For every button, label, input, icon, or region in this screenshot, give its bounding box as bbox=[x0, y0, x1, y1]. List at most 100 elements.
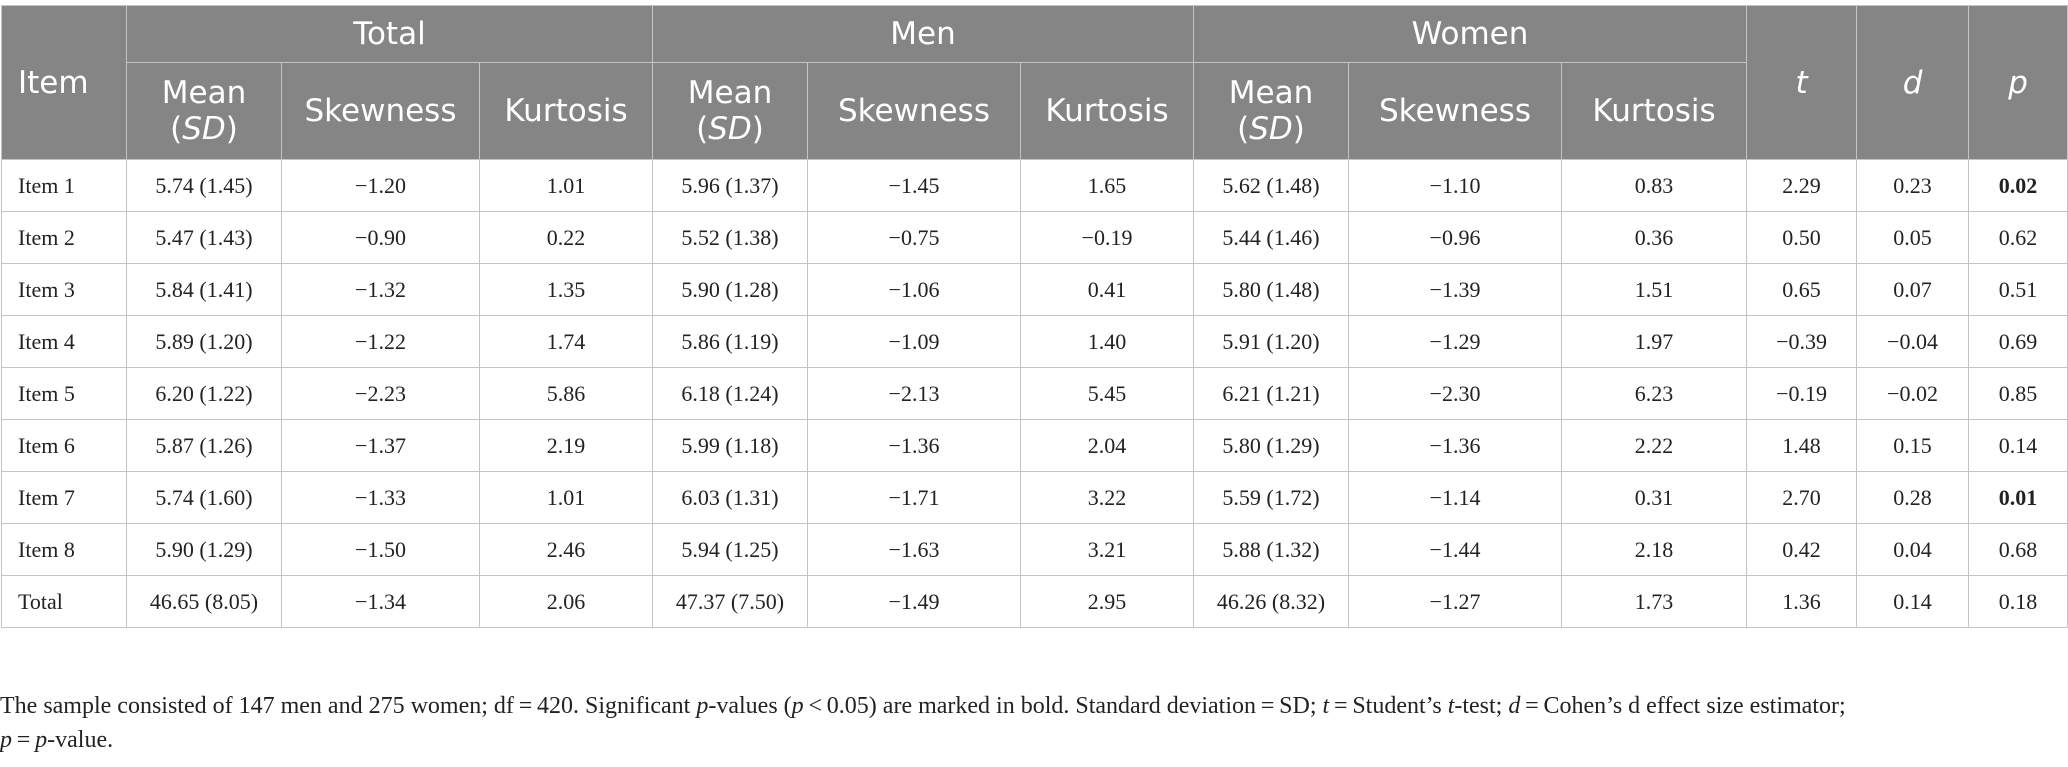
cell-total-mean: 5.74 (1.45) bbox=[126, 159, 282, 212]
cell-men-skew: −1.45 bbox=[807, 159, 1021, 212]
cell-women-kurt: 0.83 bbox=[1560, 159, 1748, 212]
cell-d: 0.23 bbox=[1856, 159, 1970, 212]
cell-women-mean: 5.44 (1.46) bbox=[1193, 211, 1349, 264]
cell-d: 0.04 bbox=[1856, 523, 1970, 576]
cell-men-kurt: 0.41 bbox=[1020, 263, 1194, 316]
cell-men-mean: 47.37 (7.50) bbox=[652, 575, 808, 628]
cell-d: 0.05 bbox=[1856, 211, 1970, 264]
cell-women-skew: −1.14 bbox=[1348, 471, 1562, 524]
sd-label: (SD) bbox=[696, 111, 764, 147]
cell-d: 0.14 bbox=[1856, 575, 1970, 628]
mean-label: Mean bbox=[687, 75, 773, 111]
cell-total-mean: 5.90 (1.29) bbox=[126, 523, 282, 576]
cell-t: −0.39 bbox=[1746, 315, 1858, 368]
cell-t: −0.19 bbox=[1746, 367, 1858, 420]
cell-d: −0.04 bbox=[1856, 315, 1970, 368]
header-group-women: Women bbox=[1192, 5, 1748, 63]
cell-t: 0.42 bbox=[1746, 523, 1858, 576]
cell-men-kurt: 2.95 bbox=[1020, 575, 1194, 628]
cell-p: 0.85 bbox=[1968, 367, 2068, 420]
cell-p: 0.62 bbox=[1968, 211, 2068, 264]
cell-women-mean: 5.80 (1.48) bbox=[1193, 263, 1349, 316]
cell-men-mean: 5.86 (1.19) bbox=[652, 315, 808, 368]
cell-women-kurt: 6.23 bbox=[1560, 367, 1748, 420]
cell-total-skew: −1.50 bbox=[281, 523, 480, 576]
table-row: Item 4 5.89 (1.20) −1.22 1.74 5.86 (1.19) −1.… bbox=[1, 315, 2068, 368]
cell-men-skew: −1.49 bbox=[807, 575, 1021, 628]
cell-men-skew: −1.09 bbox=[807, 315, 1021, 368]
cell-women-kurt: 1.73 bbox=[1560, 575, 1748, 628]
descriptive-statistics-table: Item Total Men Women t d p Mean (SD) Skew… bbox=[1, 5, 2068, 628]
table-row: Item 5 6.20 (1.22) −2.23 5.86 6.18 (1.24) −2.… bbox=[1, 367, 2068, 420]
header-women-skewness: Skewness bbox=[1348, 62, 1562, 160]
cell-total-kurt: 0.22 bbox=[479, 211, 653, 264]
cell-d: 0.15 bbox=[1856, 419, 1970, 472]
table-row: Item 8 5.90 (1.29) −1.50 2.46 5.94 (1.25) −1.… bbox=[1, 523, 2068, 576]
sd-label: (SD) bbox=[170, 111, 238, 147]
table-container: Item Total Men Women t d p Mean (SD) Skew… bbox=[1, 5, 2068, 628]
cell-women-mean: 5.62 (1.48) bbox=[1193, 159, 1349, 212]
row-label: Item 1 bbox=[1, 159, 127, 212]
header-group-men: Men bbox=[652, 5, 1194, 63]
table-row: Item 2 5.47 (1.43) −0.90 0.22 5.52 (1.38) −0.… bbox=[1, 211, 2068, 264]
cell-p: 0.69 bbox=[1968, 315, 2068, 368]
table-row: Item 3 5.84 (1.41) −1.32 1.35 5.90 (1.28) −1.… bbox=[1, 263, 2068, 316]
cell-p: 0.14 bbox=[1968, 419, 2068, 472]
cell-women-mean: 5.80 (1.29) bbox=[1193, 419, 1349, 472]
cell-women-kurt: 0.36 bbox=[1560, 211, 1748, 264]
cell-t: 2.70 bbox=[1746, 471, 1858, 524]
cell-women-skew: −2.30 bbox=[1348, 367, 1562, 420]
cell-p: 0.51 bbox=[1968, 263, 2068, 316]
cell-men-mean: 5.90 (1.28) bbox=[652, 263, 808, 316]
cell-women-mean: 6.21 (1.21) bbox=[1193, 367, 1349, 420]
cell-p: 0.18 bbox=[1968, 575, 2068, 628]
cell-men-kurt: 2.04 bbox=[1020, 419, 1194, 472]
row-label: Item 7 bbox=[1, 471, 127, 524]
row-label: Item 6 bbox=[1, 419, 127, 472]
cell-total-skew: −1.20 bbox=[281, 159, 480, 212]
cell-t: 1.36 bbox=[1746, 575, 1858, 628]
cell-total-skew: −1.22 bbox=[281, 315, 480, 368]
cell-total-mean: 5.47 (1.43) bbox=[126, 211, 282, 264]
row-label: Item 2 bbox=[1, 211, 127, 264]
cell-d: 0.28 bbox=[1856, 471, 1970, 524]
mean-label: Mean bbox=[161, 75, 247, 111]
header-total-mean: Mean (SD) bbox=[126, 62, 282, 160]
table-row: Item 1 5.74 (1.45) −1.20 1.01 5.96 (1.37) −1.… bbox=[1, 159, 2068, 212]
table-row: Total 46.65 (8.05) −1.34 2.06 47.37 (7.50) −1… bbox=[1, 575, 2068, 628]
cell-t: 1.48 bbox=[1746, 419, 1858, 472]
cell-men-mean: 5.99 (1.18) bbox=[652, 419, 808, 472]
row-label: Item 5 bbox=[1, 367, 127, 420]
sd-label: (SD) bbox=[1237, 111, 1305, 147]
header-men-skewness: Skewness bbox=[807, 62, 1021, 160]
cell-men-skew: −2.13 bbox=[807, 367, 1021, 420]
cell-men-kurt: 3.21 bbox=[1020, 523, 1194, 576]
cell-men-mean: 6.03 (1.31) bbox=[652, 471, 808, 524]
cell-women-skew: −1.27 bbox=[1348, 575, 1562, 628]
cell-total-mean: 5.89 (1.20) bbox=[126, 315, 282, 368]
cell-d: −0.02 bbox=[1856, 367, 1970, 420]
cell-men-mean: 5.96 (1.37) bbox=[652, 159, 808, 212]
cell-men-kurt: 1.65 bbox=[1020, 159, 1194, 212]
cell-p: 0.01 bbox=[1968, 471, 2068, 524]
cell-women-mean: 46.26 (8.32) bbox=[1193, 575, 1349, 628]
row-label: Total bbox=[1, 575, 127, 628]
cell-total-kurt: 2.46 bbox=[479, 523, 653, 576]
cell-total-mean: 5.87 (1.26) bbox=[126, 419, 282, 472]
row-label: Item 4 bbox=[1, 315, 127, 368]
cell-men-skew: −1.63 bbox=[807, 523, 1021, 576]
cell-men-kurt: 1.40 bbox=[1020, 315, 1194, 368]
cell-total-skew: −1.37 bbox=[281, 419, 480, 472]
cell-men-kurt: 5.45 bbox=[1020, 367, 1194, 420]
cell-p: 0.02 bbox=[1968, 159, 2068, 212]
cell-total-mean: 5.74 (1.60) bbox=[126, 471, 282, 524]
table-row: Item 7 5.74 (1.60) −1.33 1.01 6.03 (1.31) −1.… bbox=[1, 471, 2068, 524]
cell-women-skew: −1.36 bbox=[1348, 419, 1562, 472]
cell-women-skew: −1.29 bbox=[1348, 315, 1562, 368]
cell-total-kurt: 5.86 bbox=[479, 367, 653, 420]
table-row: Item 6 5.87 (1.26) −1.37 2.19 5.99 (1.18) −1.… bbox=[1, 419, 2068, 472]
cell-total-kurt: 1.74 bbox=[479, 315, 653, 368]
cell-men-skew: −0.75 bbox=[807, 211, 1021, 264]
cell-women-skew: −1.44 bbox=[1348, 523, 1562, 576]
cell-total-kurt: 2.19 bbox=[479, 419, 653, 472]
